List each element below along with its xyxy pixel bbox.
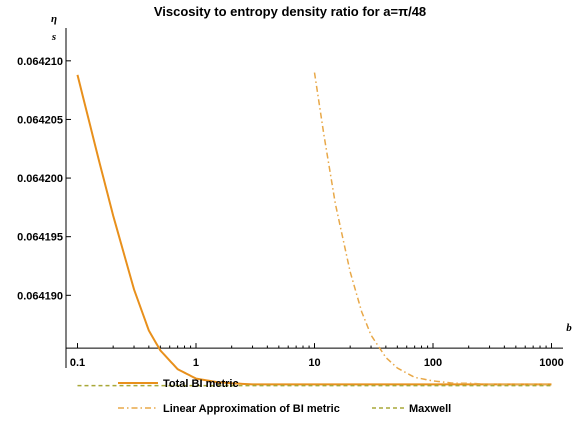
chart-title: Viscosity to entropy density ratio for a… (154, 4, 426, 19)
y-tick-label: 0.064195 (17, 232, 63, 244)
y-tick-label: 0.064205 (17, 114, 63, 126)
series-line-total-bi-metric (76, 74, 552, 386)
legend-entry-linear-approx: Linear Approximation of BI metric (118, 403, 340, 415)
legend-entry-maxwell: Maxwell (372, 403, 451, 415)
x-axis-label: b (566, 322, 572, 334)
legend-entry-total-bi: Total BI metric (118, 378, 239, 390)
series-line-linear-approximation-of-bi-metric (313, 72, 552, 386)
series-layer (76, 72, 552, 387)
y-axis-label-denominator: s (51, 31, 56, 43)
y-tick-label: 0.064200 (17, 173, 63, 185)
y-tick-label: 0.064190 (17, 290, 63, 302)
legend: Total BI metric Linear Approximation of … (118, 378, 451, 415)
x-tick-label: 100 (424, 357, 442, 369)
x-tick-label: 1 (193, 357, 199, 369)
y-axis-label-numerator: η (51, 13, 57, 25)
x-tick-label: 0.1 (70, 357, 85, 369)
x-tick-label: 10 (308, 357, 320, 369)
legend-label-total-bi: Total BI metric (163, 378, 239, 390)
y-tick-label: 0.064210 (17, 56, 63, 68)
x-axis-ticks: 0.1 1 10 100 1000 (70, 343, 564, 369)
y-axis-ticks: 0.064190 0.064195 0.064200 0.064205 0.064210 (17, 56, 71, 302)
x-tick-label: 1000 (539, 357, 563, 369)
legend-label-linear-approx: Linear Approximation of BI metric (163, 403, 340, 415)
legend-label-maxwell: Maxwell (409, 403, 451, 415)
